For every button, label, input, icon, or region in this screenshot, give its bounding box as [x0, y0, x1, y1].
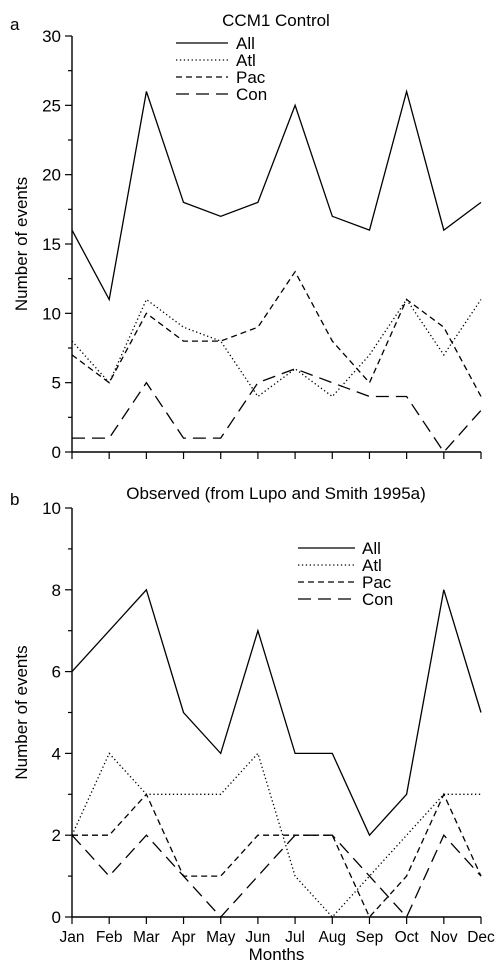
- chart-title: Observed (from Lupo and Smith 1995a): [126, 484, 426, 503]
- x-tick-label: Jul: [285, 929, 305, 946]
- legend-label-con: Con: [362, 590, 393, 609]
- panel-letter: b: [10, 490, 19, 509]
- y-tick-label: 25: [42, 96, 61, 115]
- y-tick-label: 5: [52, 374, 61, 393]
- x-tick-label: Aug: [318, 929, 346, 946]
- y-tick-label: 20: [42, 166, 61, 185]
- y-tick-label: 30: [42, 27, 61, 46]
- series-line-con: [71, 834, 482, 919]
- x-tick-label: Oct: [395, 929, 420, 946]
- y-tick-label: 15: [42, 235, 61, 254]
- series-line-all: [71, 588, 482, 837]
- x-tick-label: Dec: [467, 929, 495, 946]
- legend-label-pac: Pac: [236, 68, 266, 87]
- x-tick-label: May: [206, 929, 236, 946]
- chart-title: CCM1 Control: [222, 11, 330, 30]
- y-tick-label: 10: [42, 499, 61, 518]
- series-line-con: [72, 368, 482, 454]
- chart-panel-a: a CCM1 Control 0 5 10 15 20 25 30 Number of event…: [10, 11, 482, 462]
- y-tick-label: 4: [52, 744, 61, 763]
- x-tick-label: Jun: [245, 929, 270, 946]
- series-line-atl: [71, 752, 481, 918]
- x-tick-label: Nov: [430, 929, 458, 946]
- y-axis-label: Number of events: [12, 645, 31, 779]
- y-tick-label: 0: [52, 443, 61, 462]
- y-tick-label: 8: [52, 581, 61, 600]
- y-tick-label: 2: [52, 826, 61, 845]
- series-line-pac: [71, 270, 482, 397]
- x-tick-label: Feb: [96, 929, 123, 946]
- legend-label-con: Con: [236, 85, 267, 104]
- series-line-pac: [72, 792, 482, 919]
- x-axis-label: Months: [249, 945, 305, 964]
- legend-label-pac: Pac: [362, 573, 392, 592]
- panel-letter: a: [10, 15, 20, 34]
- series-line-all: [71, 88, 482, 302]
- x-tick-label: Apr: [171, 929, 195, 946]
- y-tick-label: 6: [52, 663, 61, 682]
- series-line-atl: [71, 298, 482, 398]
- y-axis-label: Number of events: [12, 177, 31, 311]
- x-tick-label: Mar: [133, 929, 160, 946]
- x-tick-label: Sep: [356, 929, 384, 946]
- y-tick-label: 0: [52, 908, 61, 927]
- y-tick-label: 10: [42, 304, 61, 323]
- chart-panel-b: b Observed (from Lupo and Smith 1995a) 0 2 4…: [10, 484, 495, 964]
- x-tick-label: Jan: [60, 929, 85, 946]
- legend-label-all: All: [362, 539, 381, 558]
- legend-label-atl: Atl: [362, 556, 382, 575]
- legend-label-atl: Atl: [236, 51, 256, 70]
- legend-label-all: All: [236, 34, 255, 53]
